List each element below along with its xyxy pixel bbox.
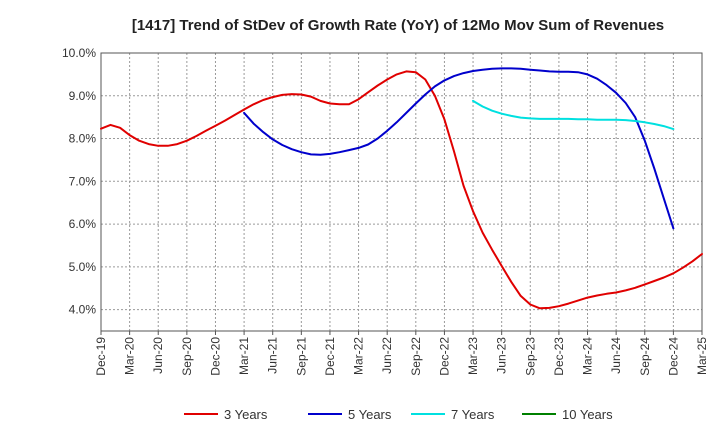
legend-label-7-years: 7 Years xyxy=(451,407,495,422)
y-tick-label: 10.0% xyxy=(62,46,96,60)
x-tick-label: Sep-20 xyxy=(180,337,194,376)
axes: 4.0% 5.0% 6.0% 7.0% 8.0% 9.0% 10.0% Dec-19 Mar-2… xyxy=(62,46,709,376)
x-tick-label: Jun-24 xyxy=(609,337,623,374)
x-tick-label: Mar-22 xyxy=(352,337,366,375)
legend-label-5-years: 5 Years xyxy=(348,407,392,422)
plot-frame xyxy=(100,52,703,332)
x-tick-label: Sep-23 xyxy=(523,337,537,376)
x-tick-label: Dec-21 xyxy=(323,337,337,376)
series-line-7-years xyxy=(472,99,675,131)
chart-title: [1417] Trend of StDev of Growth Rate (Yo… xyxy=(132,17,664,34)
x-tick-label: Jun-21 xyxy=(266,337,280,374)
y-tick-label: 6.0% xyxy=(69,217,97,231)
grid xyxy=(100,52,703,331)
x-tick-label: Dec-24 xyxy=(666,337,680,376)
x-tick-label: Dec-23 xyxy=(552,337,566,376)
x-tick-label: Dec-19 xyxy=(94,337,108,376)
series-line-3-years xyxy=(100,70,703,310)
x-tick-label: Dec-22 xyxy=(437,337,451,376)
x-tick-label: Jun-22 xyxy=(380,337,394,374)
x-tick-label: Mar-23 xyxy=(466,337,480,375)
x-tick-label: Mar-20 xyxy=(123,337,137,375)
x-tick-label: Jun-20 xyxy=(151,337,165,374)
x-tick-label: Dec-20 xyxy=(208,337,222,376)
legend: 3 Years 5 Years 7 Years 10 Years xyxy=(184,407,613,422)
x-tick-label: Sep-22 xyxy=(409,337,423,376)
y-tick-label: 4.0% xyxy=(69,303,97,317)
y-tick-label: 8.0% xyxy=(69,132,97,146)
series-lines xyxy=(100,67,703,310)
series-line-5-years xyxy=(243,67,675,230)
x-tick-label: Jun-23 xyxy=(495,337,509,374)
legend-label-10-years: 10 Years xyxy=(562,407,613,422)
x-tick-label: Mar-21 xyxy=(237,337,251,375)
x-tick-label: Mar-24 xyxy=(581,337,595,375)
y-tick-label: 9.0% xyxy=(69,89,97,103)
y-tick-label: 5.0% xyxy=(69,260,97,274)
x-tick-label: Sep-24 xyxy=(638,337,652,376)
y-tick-label: 7.0% xyxy=(69,174,97,188)
legend-label-3-years: 3 Years xyxy=(224,407,268,422)
x-tick-label: Mar-25 xyxy=(695,337,709,375)
x-tick-label: Sep-21 xyxy=(294,337,308,376)
